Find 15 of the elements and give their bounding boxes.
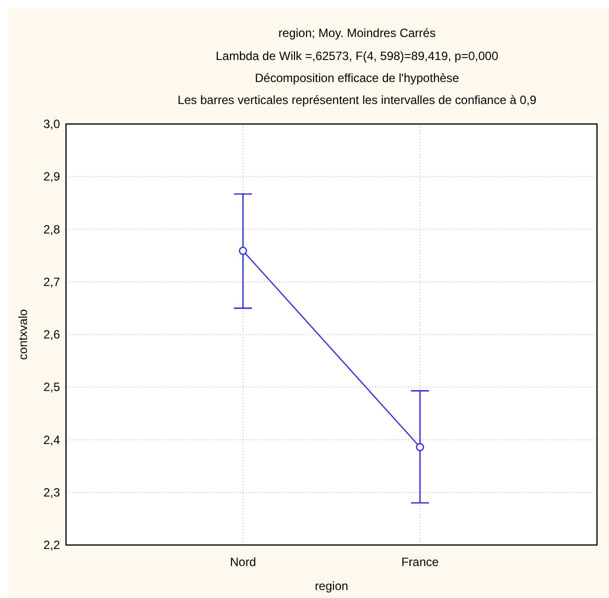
y-tick-label: 2,9 — [43, 170, 60, 184]
chart-title: region; Moy. Moindres Carrés — [278, 26, 436, 40]
y-tick-label: 2,5 — [43, 380, 60, 394]
y-axis-title: contxvalo — [16, 308, 30, 360]
y-tick-label: 2,2 — [43, 538, 60, 552]
y-tick-label: 2,8 — [43, 222, 60, 236]
chart-subtitle: Lambda de Wilk =,62573, F(4, 598)=89,419, p=0,000 Décomposition efficace de l'hypothèse Les barres verticales représentent les intervalles de confiance à 0,9 — [178, 49, 537, 107]
x-tick-label: Nord — [230, 555, 256, 569]
x-tick-label: France — [401, 555, 439, 569]
y-tick-label: 2,3 — [43, 485, 60, 500]
y-tick-label: 2,4 — [43, 432, 60, 447]
x-axis-title: region — [314, 579, 348, 593]
y-tick-label: 3,0 — [43, 117, 60, 131]
y-tick-label: 2,6 — [43, 328, 60, 342]
y-tick-label: 2,7 — [43, 274, 60, 289]
